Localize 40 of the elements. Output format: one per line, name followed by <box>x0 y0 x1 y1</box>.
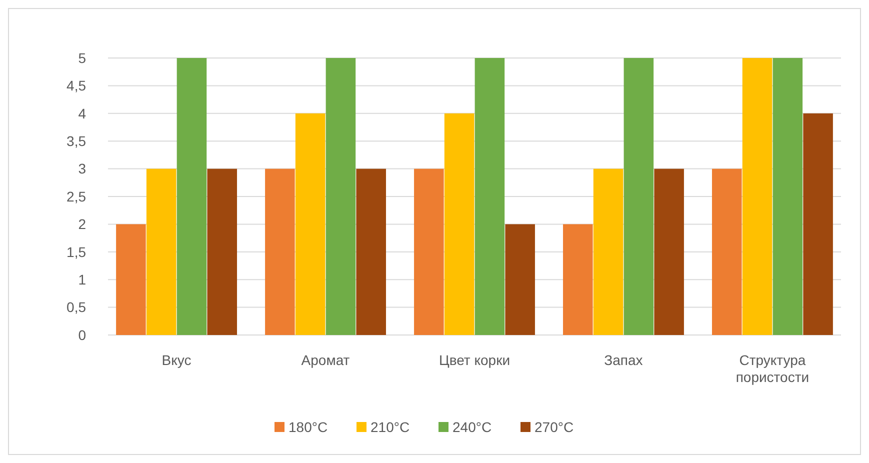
bar <box>624 58 654 335</box>
y-tick-label: 2 <box>78 216 86 232</box>
bar <box>326 58 356 335</box>
bar <box>207 168 238 335</box>
bar <box>295 113 326 335</box>
y-tick-label: 3,5 <box>66 133 86 149</box>
bar <box>146 168 176 335</box>
legend-label: 270°C <box>534 418 574 435</box>
bar <box>654 168 684 335</box>
bar <box>742 58 772 335</box>
x-tick-label: Цвет корки <box>438 352 510 368</box>
bar <box>772 58 803 335</box>
y-tick-label: 3 <box>78 160 86 177</box>
bar <box>505 224 535 335</box>
bar <box>116 224 146 335</box>
legend-label: 240°C <box>452 418 492 435</box>
bar <box>803 113 833 335</box>
bar <box>414 168 444 335</box>
legend-label: 180°C <box>288 418 328 435</box>
x-tick-label: Структура пористости <box>736 352 810 385</box>
bar <box>265 168 295 335</box>
y-tick-label: 1,5 <box>66 244 86 260</box>
bar <box>712 168 742 335</box>
y-tick-label: 0 <box>78 326 86 343</box>
bar <box>176 58 207 335</box>
bar <box>356 168 386 335</box>
y-tick-label: 5 <box>78 50 86 66</box>
x-tick-label: Запах <box>604 352 643 368</box>
legend-label: 210°C <box>370 418 410 435</box>
y-tick-label: 4,5 <box>66 78 86 94</box>
y-tick-label: 2,5 <box>66 188 86 204</box>
bar <box>563 224 593 335</box>
x-tick-label: Аромат <box>301 352 350 368</box>
y-tick-label: 1 <box>78 272 86 288</box>
y-tick-label: 4 <box>78 105 86 122</box>
bar <box>474 58 505 335</box>
x-tick-label: Вкус <box>162 352 192 368</box>
bar <box>444 113 474 335</box>
bar <box>593 168 624 335</box>
y-tick-label: 0,5 <box>66 299 86 316</box>
